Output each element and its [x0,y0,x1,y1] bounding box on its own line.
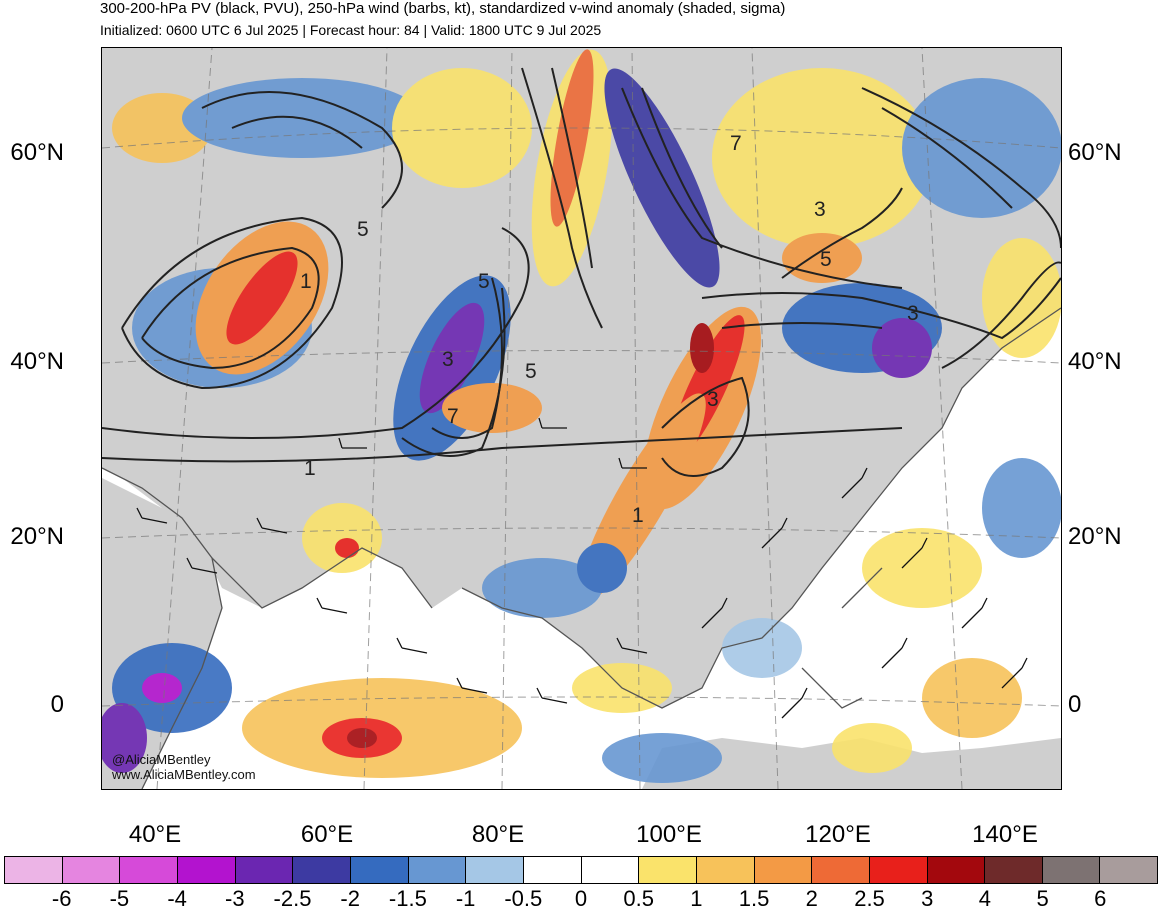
colorbar-tick-label: 5 [1036,886,1049,911]
colorbar-tick-label: 2 [805,886,818,911]
colorbar-swatch [985,857,1043,883]
lat-label-right-40n: 40°N [1068,348,1122,375]
pv-label-5c: 5 [525,360,537,383]
coastlines [102,307,1061,789]
colorbar-swatch [293,857,351,883]
colorbar [4,856,1158,884]
lat-label-right-20n: 20°N [1068,523,1122,550]
credit-handle: @AliciaMBentley [112,752,211,767]
colorbar-swatch [466,857,524,883]
colorbar-swatch [639,857,697,883]
colorbar-tick-label: -6 [51,886,72,911]
pv-label-3c: 3 [814,198,826,221]
map-panel: 1 3 5 7 5 5 3 7 3 5 3 1 1 [101,47,1062,790]
pv-label-3: 3 [442,348,454,371]
colorbar-swatch [523,857,582,883]
lon-label-40e: 40°E [128,821,182,848]
pv-label-7: 7 [447,405,459,428]
colorbar-tick-label: 2.5 [854,886,885,911]
colorbar-tick-label: -5 [109,886,130,911]
lon-label-80e: 80°E [471,821,525,848]
lon-label-100e: 100°E [636,821,702,848]
pv-label-1: 1 [300,270,312,293]
lon-label-120e: 120°E [805,821,871,848]
colorbar-swatch [927,857,986,883]
lon-label-60e: 60°E [300,821,354,848]
colorbar-tick-label: -1 [455,886,476,911]
colorbar-swatch [581,857,640,883]
colorbar-swatch [62,857,121,883]
map-title: 300-200-hPa PV (black, PVU), 250-hPa win… [100,0,786,17]
map-subtitle: Initialized: 0600 UTC 6 Jul 2025 | Forec… [100,22,602,38]
pv-label-1c: 1 [632,504,644,527]
colorbar-tick-label: -2.5 [273,886,312,911]
lat-label-right-0: 0 [1068,691,1082,718]
colorbar-tick-label: 1 [690,886,703,911]
graticule [102,48,1061,789]
lat-label-left-20n: 20°N [10,523,64,550]
lat-label-left-0: 0 [50,691,64,718]
colorbar-swatch [120,857,178,883]
colorbar-tick-label: 3 [921,886,934,911]
map-canvas: 1 3 5 7 5 5 3 7 3 5 3 1 1 [102,48,1061,789]
colorbar-tick-label: -2 [340,886,360,911]
colorbar-swatch [350,857,409,883]
pv-label-5b: 5 [478,270,490,293]
lon-label-140e: 140°E [972,821,1038,848]
wind-barbs [136,417,1028,719]
colorbar-swatch [408,857,467,883]
pv-label-1b: 1 [304,457,316,480]
pv-label-7b: 7 [730,132,742,155]
anomaly-shading [102,49,1061,783]
colorbar-tick-label: 4 [978,886,992,911]
colorbar-tick-label: -0.5 [504,886,543,911]
colorbar-swatch [235,857,294,883]
pv-label-3b: 3 [707,388,719,411]
colorbar-swatch [5,857,63,883]
colorbar-swatch [1100,857,1158,883]
lat-label-left-40n: 40°N [10,348,64,375]
colorbar-swatch [754,857,813,883]
colorbar-tick-label: 6 [1094,886,1107,911]
pv-label-5: 5 [357,218,369,241]
colorbar-tick-label: -1.5 [388,886,427,911]
author-credit: @AliciaMBentley www.AliciaMBentley.com [112,752,256,782]
pv-label-3d: 3 [907,302,919,325]
lat-label-right-60n: 60°N [1068,139,1122,166]
credit-site: www.AliciaMBentley.com [112,767,256,782]
pv-label-5d: 5 [820,248,832,271]
colorbar-tick-label: 0 [574,886,588,911]
colorbar-tick-label: 0.5 [623,886,654,911]
colorbar-swatch [812,857,870,883]
colorbar-tick-label: -3 [225,886,245,911]
pv-contours [102,67,1061,477]
colorbar-swatch [869,857,928,883]
lat-label-left-60n: 60°N [10,139,64,166]
colorbar-swatch [177,857,236,883]
colorbar-swatch [1042,857,1101,883]
colorbar-swatch [696,857,755,883]
colorbar-tick-label: 1.5 [738,886,770,911]
colorbar-tick-label: -4 [167,886,187,911]
